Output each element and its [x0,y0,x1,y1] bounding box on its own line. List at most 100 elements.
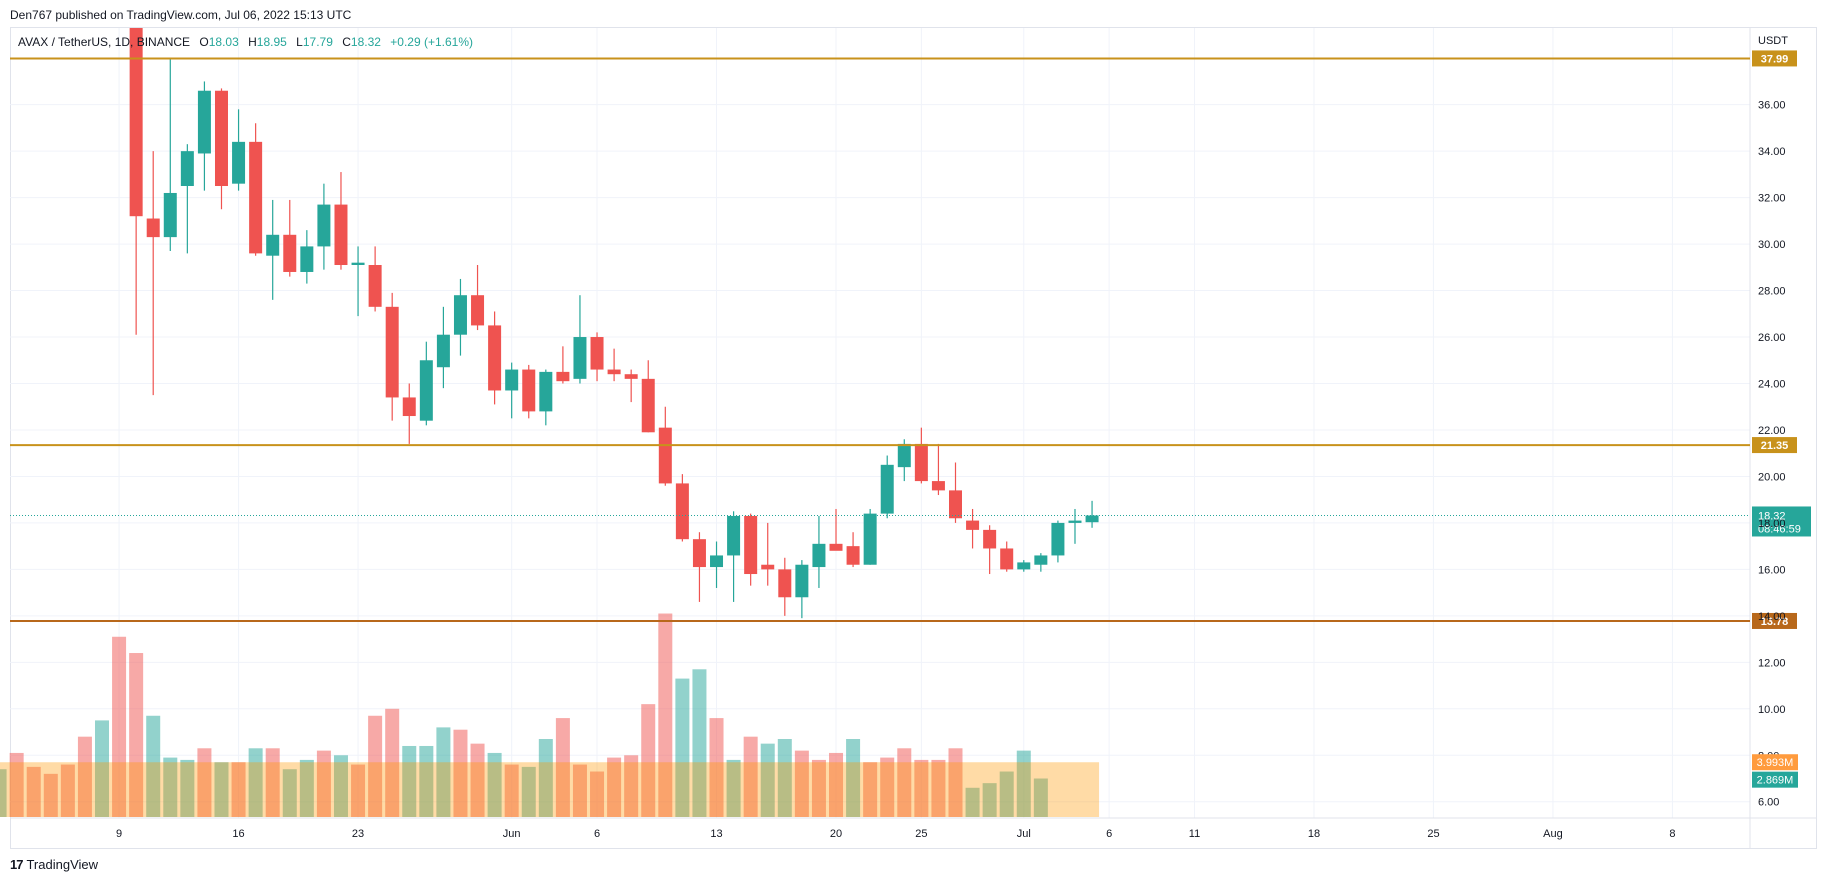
candle-body [214,90,228,186]
candle-body [897,443,911,468]
y-tick-label: 12.00 [1758,657,1786,669]
brand-label: TradingView [26,857,99,872]
volume-bar [368,715,383,817]
volume-bar [351,764,366,817]
volume-bar [385,708,400,817]
close-value: 18.32 [350,35,381,49]
volume-bar [880,757,895,817]
x-tick-label: 25 [915,828,927,840]
volume-bar [487,752,502,817]
volume-bar [333,755,348,817]
volume-bar [163,757,178,817]
volume-bar [794,750,809,817]
candle-body [249,141,263,254]
candle-body [283,234,297,272]
y-tick-label: 26.00 [1758,332,1786,344]
candles [129,28,1099,619]
level-price-tag [1752,437,1797,454]
candle-body [471,295,485,326]
candle-body [949,490,962,519]
candle-body [710,555,724,568]
x-tick-label: 11 [1189,828,1200,840]
volume-bar [402,745,417,817]
candle-body [812,543,826,568]
level-price-label: 37.99 [1761,53,1789,65]
candle-body [983,529,997,549]
y-tick-label: 16.00 [1758,564,1786,576]
symbol-label: AVAX / TetherUS, 1D, BINANCE [18,35,191,49]
candle-body [641,378,655,433]
current-price-tag [1752,506,1811,537]
x-tick-label: 6 [594,828,600,840]
y-tick-label: 30.00 [1758,239,1786,251]
candle-body [846,546,860,565]
x-tick-label: 16 [232,828,244,840]
y-tick-label: 22.00 [1758,425,1786,437]
volume-bar [180,759,195,817]
level-price-label: 13.78 [1761,616,1789,628]
ohlc-legend: AVAX / TetherUS, 1D, BINANCE O18.03 H18.… [18,35,473,49]
x-tick-label: 9 [116,828,122,840]
volume-bar [777,739,792,817]
candle-body [624,374,638,379]
candle-body [539,371,553,412]
volume-bar [965,787,980,817]
tradingview-logo-icon: 17 [10,857,24,872]
volume-bar [897,748,912,817]
volume-bar [214,762,229,817]
candle-body [761,564,775,570]
x-tick-label: 23 [352,828,364,840]
high-label: H [248,35,257,49]
x-tick-label: Jul [1017,828,1031,840]
y-tick-label: 14.00 [1758,611,1786,623]
volume-bar [641,704,656,817]
volume-bar [77,736,92,817]
volume-bar [914,759,929,817]
y-tick-label: 32.00 [1758,193,1786,205]
candle-body [402,397,416,417]
x-tick-label: 18 [1308,828,1320,840]
candle-body [1034,555,1048,565]
volume-bar [436,727,451,817]
candle-body [556,371,570,382]
candle-body [419,360,433,421]
countdown-label: 08:46:59 [1758,523,1801,535]
level-price-tag [1752,612,1797,629]
volume-bar [1016,750,1031,817]
y-tick-label: 18.00 [1758,518,1786,530]
candle-body [505,369,519,391]
chart-frame [10,27,1817,849]
volume-value-label: 2.869M [1757,775,1794,787]
volume-value-tag [1752,771,1798,788]
candle-body [931,481,945,491]
y-tick-label: 36.00 [1758,100,1786,112]
level-price-label: 21.35 [1761,440,1789,452]
volume-bar [231,762,246,817]
volume-bar [811,759,826,817]
volume-bar [521,766,536,817]
candle-body [1051,522,1065,556]
volume-bar [129,653,144,817]
volume-bar [419,745,434,817]
volume-bar [863,762,878,817]
candle-body [573,337,587,379]
volume-bar [265,748,280,817]
volume-bar [658,613,673,817]
open-label: O [199,35,209,49]
publisher-text: Den767 published on TradingView.com, Jul… [10,8,352,22]
volume-bar [538,739,553,817]
candle-body [266,234,280,256]
candle-body [829,543,843,551]
candle-body [129,28,143,217]
candle-body [436,334,450,368]
volume-bar [0,769,7,817]
x-tick-label: Aug [1543,828,1563,840]
tradingview-brand[interactable]: 17 TradingView [10,857,98,872]
volume-bar [982,783,997,817]
volume-bar [590,771,605,817]
volume-bar [504,764,519,817]
volume-bar [726,759,741,817]
y-tick-label: 6.00 [1758,797,1779,809]
current-price-label: 18.32 [1758,510,1786,522]
